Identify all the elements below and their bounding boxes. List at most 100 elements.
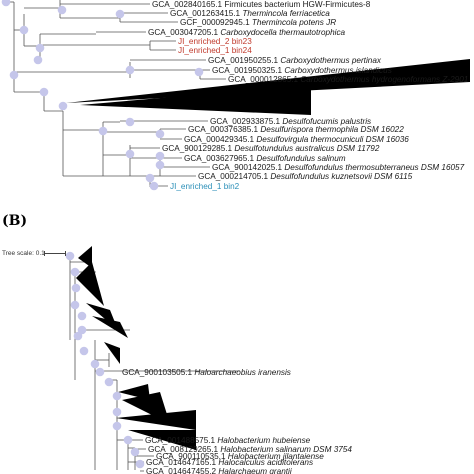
leaf-label: JI_enriched_1 bin24 bbox=[178, 46, 252, 55]
leaf-label: GCA_003627965.1 Desulfofundulus salinum bbox=[184, 154, 346, 163]
panel-b-label: (B) bbox=[2, 213, 28, 229]
leaf-label: GCA_900103505.1 Haloarchaeobius iranensi… bbox=[122, 368, 291, 377]
leaf-labels: GCA_002840165.1 Firmicutes bacterium HGW… bbox=[122, 0, 468, 474]
leaf-accession: GCA_000376385.1 bbox=[188, 125, 260, 134]
tree-node bbox=[73, 331, 83, 341]
leaf-label: GCA_003047205.1 Carboxydocella thermauto… bbox=[148, 28, 346, 37]
leaf-accession: GCA_002840165.1 bbox=[152, 0, 224, 9]
tree-node bbox=[9, 70, 19, 80]
collapsed-clade bbox=[116, 410, 196, 430]
leaf-accession: GCA_008129265.1 bbox=[148, 445, 220, 454]
collapsed-clade bbox=[92, 316, 128, 338]
leaf-label: GCA_000012865.1 Carboxydothermus hydroge… bbox=[228, 75, 468, 84]
leaf-taxon-name: Carboxydothermus pertinax bbox=[280, 56, 381, 65]
leaf-accession: GCA_900103505.1 bbox=[122, 368, 194, 377]
tree-node bbox=[194, 67, 204, 77]
leaf-taxon-name: JI_enriched_1 bin24 bbox=[178, 46, 252, 55]
leaf-accession: GCF_000092945.1 bbox=[180, 18, 252, 27]
tree-node bbox=[57, 5, 67, 15]
tree-node bbox=[71, 283, 81, 293]
tree-node bbox=[155, 160, 165, 170]
leaf-accession: GCA_014647165.1 bbox=[146, 458, 218, 467]
leaf-taxon-name: JI_enriched_1 bin2 bbox=[170, 182, 240, 191]
tree-node bbox=[39, 87, 49, 97]
leaf-taxon-name: Desulfofundulus salinum bbox=[256, 154, 345, 163]
leaf-accession: GCA_002933875.1 bbox=[210, 117, 282, 126]
tree-node bbox=[135, 459, 145, 469]
leaf-taxon-name: Carboxydothermus islandicus bbox=[284, 66, 391, 75]
leaf-taxon-name: Carboxydothermus hydrogenoformans Z-2901 bbox=[300, 75, 468, 84]
leaf-accession: GCA_900110535.1 bbox=[156, 452, 228, 461]
leaf-accession: GCA_001488575.1 bbox=[145, 436, 217, 445]
leaf-label: GCA_900129285.1 Desulfotundulus australi… bbox=[162, 144, 380, 153]
leaf-taxon-name: Desulfovirgula thermocuniculi DSM 16036 bbox=[256, 135, 409, 144]
tree-node bbox=[155, 151, 165, 161]
tree-node bbox=[115, 9, 125, 19]
leaf-taxon-name: Halobacterium salinarum DSM 3754 bbox=[220, 445, 352, 454]
tree-node bbox=[125, 65, 135, 75]
tree-node bbox=[35, 43, 45, 53]
tree-node bbox=[125, 149, 135, 159]
tree-node bbox=[70, 267, 80, 277]
leaf-taxon-name: Desulfotundulus australicus DSM 11792 bbox=[234, 144, 379, 153]
leaf-accession: GCA_014647455.2 bbox=[146, 467, 218, 474]
collapsed-clade bbox=[66, 59, 470, 103]
leaf-accession: GCA_900129285.1 bbox=[162, 144, 234, 153]
leaf-taxon-name: Thermincola potens JR bbox=[252, 18, 336, 27]
leaf-label: GCA_001950255.1 Carboxydothermus pertina… bbox=[208, 56, 382, 65]
tree-nodes bbox=[1, 0, 204, 469]
leaf-accession: GCA_001950255.1 bbox=[208, 56, 280, 65]
leaf-taxon-name: Desulfurispora thermophila DSM 16022 bbox=[260, 125, 404, 134]
tree-node bbox=[19, 25, 29, 35]
leaf-label: GCA_001488575.1 Halobacterium hubeiense bbox=[145, 436, 311, 445]
leaf-accession: GCA_900142025.1 bbox=[212, 163, 284, 172]
leaf-accession: GCA_000214705.1 bbox=[198, 172, 270, 181]
leaf-label: GCA_000429345.1 Desulfovirgula thermocun… bbox=[184, 135, 409, 144]
tree-node bbox=[112, 407, 122, 417]
leaf-label: GCA_001263415.1 Thermincola ferriacetica bbox=[170, 9, 330, 18]
tree-node bbox=[155, 129, 165, 139]
leaf-taxon-name: Desulfofundulus thermosubterraneus DSM 1… bbox=[284, 163, 464, 172]
leaf-taxon-name: Firmicutes bacterium HGW-Firmicutes-8 bbox=[224, 0, 370, 9]
tree-node bbox=[77, 311, 87, 321]
leaf-label: GCF_000092945.1 Thermincola potens JR bbox=[180, 18, 336, 27]
leaf-taxon-name: Halobacterium jilantaiense bbox=[228, 452, 324, 461]
tree-node bbox=[58, 101, 68, 111]
tree-node bbox=[149, 181, 159, 191]
leaf-taxon-name: Haloarchaeobius iranensis bbox=[194, 368, 291, 377]
leaf-accession: GCA_001950325.1 bbox=[212, 66, 284, 75]
tree-scale-bar bbox=[44, 251, 66, 256]
tree-branches bbox=[5, 0, 240, 472]
tree-node bbox=[130, 447, 140, 457]
leaf-taxon-name: Desulfofundulus kuznetsovii DSM 6115 bbox=[270, 172, 412, 181]
collapsed-clade bbox=[104, 342, 120, 364]
leaf-accession: GCA_001263415.1 bbox=[170, 9, 242, 18]
leaf-taxon-name: JI_enriched_2 bin23 bbox=[178, 37, 252, 46]
tree-node bbox=[104, 377, 114, 387]
leaf-label: GCA_014647165.1 Halocalculus aciditolera… bbox=[146, 458, 313, 467]
leaf-label: GCA_014647455.2 Halarchaeum grantii bbox=[146, 467, 292, 474]
collapsed-clades bbox=[66, 59, 470, 450]
leaf-taxon-name: Halocalculus aciditolerans bbox=[218, 458, 313, 467]
leaf-accession: GCA_000012865.1 bbox=[228, 75, 300, 84]
leaf-accession: GCA_003047205.1 bbox=[148, 28, 220, 37]
tree-node bbox=[112, 391, 122, 401]
leaf-label: JI_enriched_2 bin23 bbox=[178, 37, 252, 46]
tree-scale-label: Tree scale: 0.1 bbox=[2, 250, 45, 257]
tree-node bbox=[33, 55, 43, 65]
collapsed-clade bbox=[80, 85, 311, 115]
tree-node bbox=[95, 367, 105, 377]
tree-node bbox=[112, 421, 122, 431]
tree-node bbox=[90, 359, 100, 369]
tree-node bbox=[123, 435, 133, 445]
collapsed-clade bbox=[76, 262, 104, 306]
leaf-taxon-name: Thermincola ferriacetica bbox=[242, 9, 330, 18]
leaf-taxon-name: Halobacterium hubeiense bbox=[217, 436, 310, 445]
tree-node bbox=[145, 173, 155, 183]
leaf-label: GCA_900142025.1 Desulfofundulus thermosu… bbox=[212, 163, 465, 172]
tree-node bbox=[70, 300, 80, 310]
collapsed-clade bbox=[78, 246, 92, 268]
leaf-label: GCA_002933875.1 Desulfofucumis palustris bbox=[210, 117, 371, 126]
leaf-taxon-name: Carboxydocella thermautotrophica bbox=[220, 28, 345, 37]
